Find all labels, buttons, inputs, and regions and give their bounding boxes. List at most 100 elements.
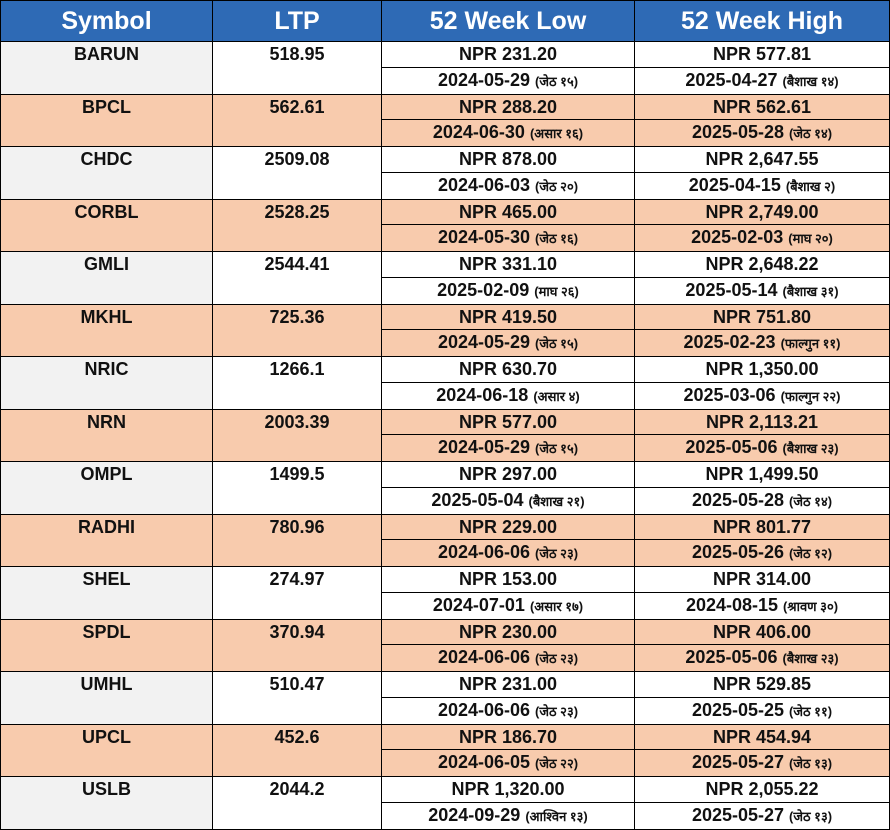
low-date-cell: 2024-05-29 (जेठ १५) [381,434,635,462]
high-date: 2025-05-06 [685,437,778,457]
high-price-cell: NPR 2,648.22 [634,251,890,278]
low-date: 2024-06-30 [432,122,525,142]
high-date-cell: 2025-02-03 (माघ २०) [634,224,890,252]
low-date-nepali: (जेठ १६) [535,231,579,246]
low-date: 2024-05-30 [437,227,531,247]
ltp-cell: 370.94 [212,618,382,672]
high-date: 2025-05-27 [691,752,785,772]
table-row: CORBL 2528.25 NPR 465.00 NPR 2,749.00 [0,198,890,252]
symbol-cell: NRIC [0,356,213,410]
low-price-cell: NPR 465.00 [381,198,635,225]
high-price-cell: NPR 2,055.22 [634,776,890,803]
symbol-cell: BPCL [0,93,213,147]
table-row-dates: 2024-06-06 (जेठ २३) 2025-05-26 (जेठ १२) [1,539,890,567]
symbol-cell: GMLI [0,251,213,305]
high-date-nepali: (फाल्गुन २२) [780,388,841,404]
low-date-nepali: (जेठ २३) [535,703,579,719]
table-row: MKHL 725.36 NPR 419.50 NPR 751.80 [0,303,890,357]
high-date-cell: 2025-05-27 (जेठ १३) [634,801,890,830]
high-price-cell: NPR 406.00 [634,618,890,645]
low-date-nepali: (जेठ २३) [535,651,579,666]
symbol-cell: RADHI [0,513,213,567]
high-date-nepali: (बैशाख २) [785,178,836,194]
low-date-cell: 2025-05-04 (बैशाख २१) [381,486,635,515]
table-row: OMPL 1499.5 NPR 297.00 NPR 1,499.50 [0,461,890,515]
high-date-cell: 2025-05-28 (जेठ १४) [634,119,890,147]
low-date-cell: 2024-06-06 (जेठ २३) [381,644,635,672]
symbol-cell: NRN [0,408,213,462]
low-date: 2024-06-18 [436,384,529,405]
table-row: NRIC 1266.1 NPR 630.70 NPR 1,350.00 [0,356,890,410]
high-date-cell: 2024-08-15 (श्रावण ३०) [634,591,890,620]
symbol-cell: OMPL [0,461,213,515]
high-date-nepali: (श्रावण ३०) [783,598,839,614]
table-row: USLB 2044.2 NPR 1,320.00 NPR 2,055.22 [0,776,890,830]
low-date: 2024-07-01 [432,594,525,615]
table-row: GMLI 2544.41 NPR 331.10 NPR 2,648.22 [0,251,890,305]
high-date-nepali: (जेठ १३) [789,756,833,771]
table-row: SHEL 274.97 NPR 153.00 NPR 314.00 [0,566,890,620]
low-date: 2025-05-04 [431,489,524,510]
table-row: UMHL 510.47 NPR 231.00 NPR 529.85 [0,671,890,725]
low-price-cell: NPR 1,320.00 [381,776,635,803]
low-date: 2024-06-06 [437,647,531,667]
low-date-cell: 2024-06-30 (असार १६) [381,119,635,147]
high-date-nepali: (जेठ ११) [789,703,833,719]
symbol-cell: CHDC [0,146,213,200]
high-date: 2025-03-06 [683,384,776,405]
high-date: 2025-02-23 [683,332,776,352]
high-price-cell: NPR 454.94 [634,723,890,750]
symbol-cell: BARUN [0,41,213,95]
high-date: 2025-05-14 [685,279,778,300]
symbol-cell: UPCL [0,723,213,777]
low-date-cell: 2024-05-29 (जेठ १५) [381,66,635,95]
high-price-cell: NPR 751.80 [634,303,890,330]
table-row: SPDL 370.94 NPR 230.00 NPR 406.00 [0,618,890,672]
low-date: 2025-02-09 [437,279,530,300]
symbol-cell: SPDL [0,618,213,672]
high-price-cell: NPR 562.61 [634,93,890,120]
low-date: 2024-06-05 [437,752,531,772]
low-date-nepali: (असार १७) [529,598,584,614]
table-row-dates: 2024-07-01 (असार १७) 2024-08-15 (श्रावण ३… [1,591,890,620]
low-date-cell: 2024-09-29 (आश्विन १३) [381,801,635,830]
low-date-nepali: (माघ २६) [534,283,579,299]
header-ltp: LTP [212,0,382,42]
low-date-cell: 2024-06-06 (जेठ २३) [381,539,635,567]
low-date-nepali: (असार १६) [529,126,584,141]
high-date-cell: 2025-04-15 (बैशाख २) [634,171,890,200]
low-date: 2024-09-29 [428,804,521,825]
high-date-nepali: (बैशाख ३१) [782,283,839,299]
ltp-cell: 2528.25 [212,198,382,252]
table-row: BARUN 518.95 NPR 231.20 NPR 577.81 [0,41,890,95]
low-price-cell: NPR 878.00 [381,146,635,173]
ltp-cell: 780.96 [212,513,382,567]
ltp-cell: 2003.39 [212,408,382,462]
high-date-cell: 2025-05-06 (बैशाख २३) [634,644,890,672]
symbol-cell: USLB [0,776,213,830]
ltp-cell: 1499.5 [212,461,382,515]
low-date-nepali: (असार ४) [533,388,580,404]
low-price-cell: NPR 288.20 [381,93,635,120]
high-date: 2024-08-15 [685,594,779,615]
symbol-cell: MKHL [0,303,213,357]
symbol-cell: SHEL [0,566,213,620]
low-date-nepali: (बैशाख २१) [528,493,585,509]
high-price-cell: NPR 2,113.21 [634,408,890,435]
table-row: CHDC 2509.08 NPR 878.00 NPR 2,647.55 [0,146,890,200]
low-price-cell: NPR 231.00 [381,671,635,698]
low-date: 2024-05-29 [437,332,531,352]
low-price-cell: NPR 577.00 [381,408,635,435]
table-row-dates: 2025-02-09 (माघ २६) 2025-05-14 (बैशाख ३१) [1,276,890,305]
table-row-dates: 2024-05-29 (जेठ १५) 2025-02-23 (फाल्गुन १… [1,329,890,357]
low-price-cell: NPR 419.50 [381,303,635,330]
low-price-cell: NPR 230.00 [381,618,635,645]
high-price-cell: NPR 314.00 [634,566,890,593]
table-row: BPCL 562.61 NPR 288.20 NPR 562.61 [0,93,890,147]
low-date-nepali: (आश्विन १३) [525,808,588,824]
table-row: RADHI 780.96 NPR 229.00 NPR 801.77 [0,513,890,567]
high-date: 2025-05-25 [691,699,785,720]
ltp-cell: 2509.08 [212,146,382,200]
high-date-nepali: (जेठ १३) [789,808,833,824]
